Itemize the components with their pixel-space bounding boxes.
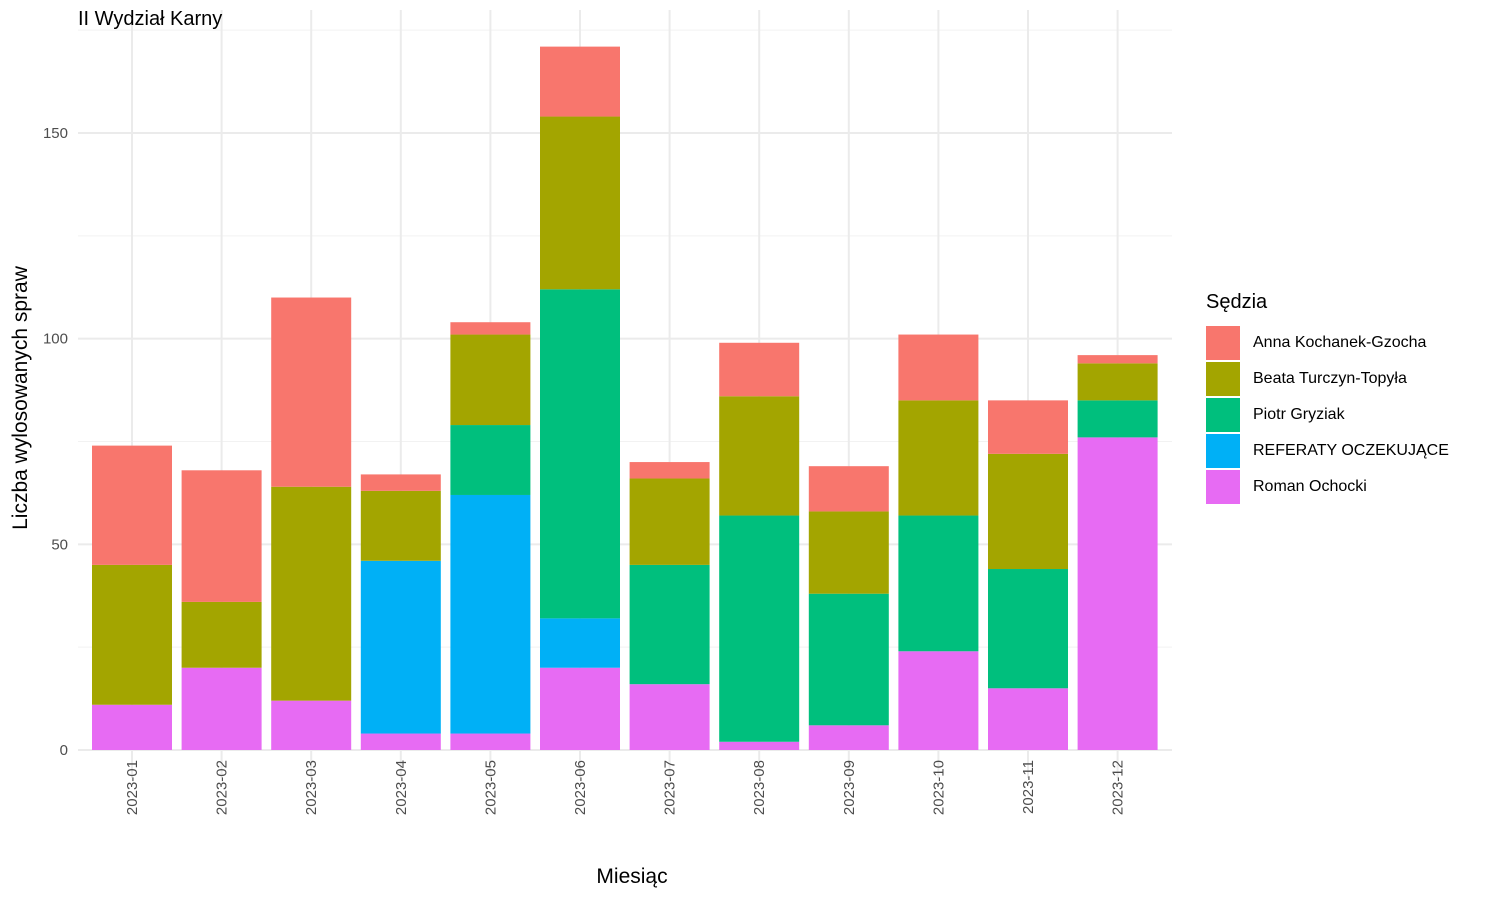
bar-segment: [988, 688, 1068, 750]
bar-segment: [360, 733, 441, 750]
bar-segment: [1077, 400, 1158, 438]
bar-segment: [92, 445, 172, 565]
x-tick-label: 2023-09: [841, 760, 858, 815]
bar-segment: [898, 651, 979, 750]
bar-segment: [271, 700, 352, 750]
legend-item: Piotr Gryziak: [1206, 397, 1449, 433]
bar-segment: [450, 322, 531, 335]
x-tick-label: 2023-06: [572, 760, 589, 815]
x-tick-label: 2023-10: [930, 760, 947, 815]
x-tick-label: 2023-11: [1020, 760, 1037, 814]
x-tick-label: 2023-07: [662, 760, 679, 815]
bar-segment: [450, 334, 531, 426]
bar-segment: [450, 494, 531, 734]
bar-segment: [181, 470, 262, 602]
bar-segment: [360, 474, 441, 491]
bar-segment: [181, 601, 262, 668]
x-axis-ticks: 2023-01 2023-02 2023-03 2023-04 2023-05 2023-…: [124, 760, 1127, 815]
legend-item: Beata Turczyn-Topyła: [1206, 361, 1449, 397]
legend-label: Anna Kochanek-Gzocha: [1253, 334, 1427, 351]
bar-segment: [1077, 355, 1158, 364]
x-tick-label: 2023-03: [303, 760, 320, 815]
y-tick-label: 150: [43, 125, 68, 142]
legend-item: REFERATY OCZEKUJĄCE: [1206, 433, 1449, 469]
bar-segment: [360, 490, 441, 561]
legend-swatch: [1206, 434, 1240, 468]
bar-segment: [629, 564, 710, 685]
bar-segment: [898, 400, 979, 516]
bar-segment: [450, 733, 531, 750]
y-tick-label: 0: [60, 742, 68, 759]
bar-segment: [988, 569, 1068, 689]
y-tick-label: 50: [51, 536, 68, 553]
x-axis-label: Miesiąc: [596, 865, 668, 888]
bar-segment: [898, 334, 979, 401]
x-tick-label: 2023-04: [393, 760, 410, 815]
bar-segment: [360, 560, 441, 734]
bar-segment: [1077, 437, 1158, 750]
bars: [92, 46, 1158, 750]
bar-segment: [808, 466, 889, 512]
legend-label: Beata Turczyn-Topyła: [1253, 370, 1407, 387]
bar-segment: [629, 462, 710, 479]
legend-label: Piotr Gryziak: [1253, 406, 1345, 423]
y-tick-label: 100: [43, 331, 68, 348]
legend-swatch: [1206, 326, 1240, 360]
bar-segment: [540, 116, 620, 290]
x-tick-label: 2023-12: [1110, 760, 1127, 815]
bar-segment: [719, 396, 800, 516]
bar-segment: [181, 667, 262, 750]
legend-label: REFERATY OCZEKUJĄCE: [1253, 442, 1449, 459]
x-tick-label: 2023-08: [751, 760, 768, 815]
bar-segment: [540, 618, 620, 668]
y-axis-label: Liczba wylosowanych spraw: [9, 266, 32, 530]
bar-segment: [719, 741, 800, 750]
bar-segment: [271, 297, 352, 487]
bar-segment: [629, 684, 710, 750]
bar-segment: [540, 667, 620, 750]
legend-title: Sędzia: [1206, 291, 1268, 313]
bar-segment: [988, 400, 1068, 454]
legend-swatch: [1206, 362, 1240, 396]
bar-segment: [540, 289, 620, 619]
legend-label: Roman Ochocki: [1253, 478, 1367, 495]
bar-segment: [898, 515, 979, 652]
x-tick-label: 2023-01: [124, 760, 141, 815]
bar-segment: [808, 593, 889, 726]
bar-segment: [808, 511, 889, 594]
legend-swatch: [1206, 398, 1240, 432]
legend-item: Anna Kochanek-Gzocha: [1206, 325, 1449, 361]
bar-segment: [719, 515, 800, 742]
chart-title: II Wydział Karny: [78, 8, 223, 30]
bar-segment: [988, 453, 1068, 570]
legend-swatch: [1206, 470, 1240, 504]
bar-segment: [1077, 363, 1158, 401]
bar-segment: [719, 342, 800, 397]
x-tick-label: 2023-02: [214, 760, 231, 815]
bar-segment: [92, 704, 172, 750]
bar-segment: [271, 486, 352, 701]
x-tick-label: 2023-05: [482, 760, 499, 815]
y-axis-ticks: 0 50 100 150: [43, 125, 68, 759]
legend-item: Roman Ochocki: [1206, 469, 1449, 505]
bar-segment: [629, 478, 710, 565]
bar-segment: [450, 425, 531, 495]
bar-segment: [92, 564, 172, 705]
bar-segment: [540, 46, 620, 117]
bar-segment: [808, 725, 889, 750]
legend: Anna Kochanek-Gzocha Beata Turczyn-Topyła…: [1206, 325, 1449, 505]
